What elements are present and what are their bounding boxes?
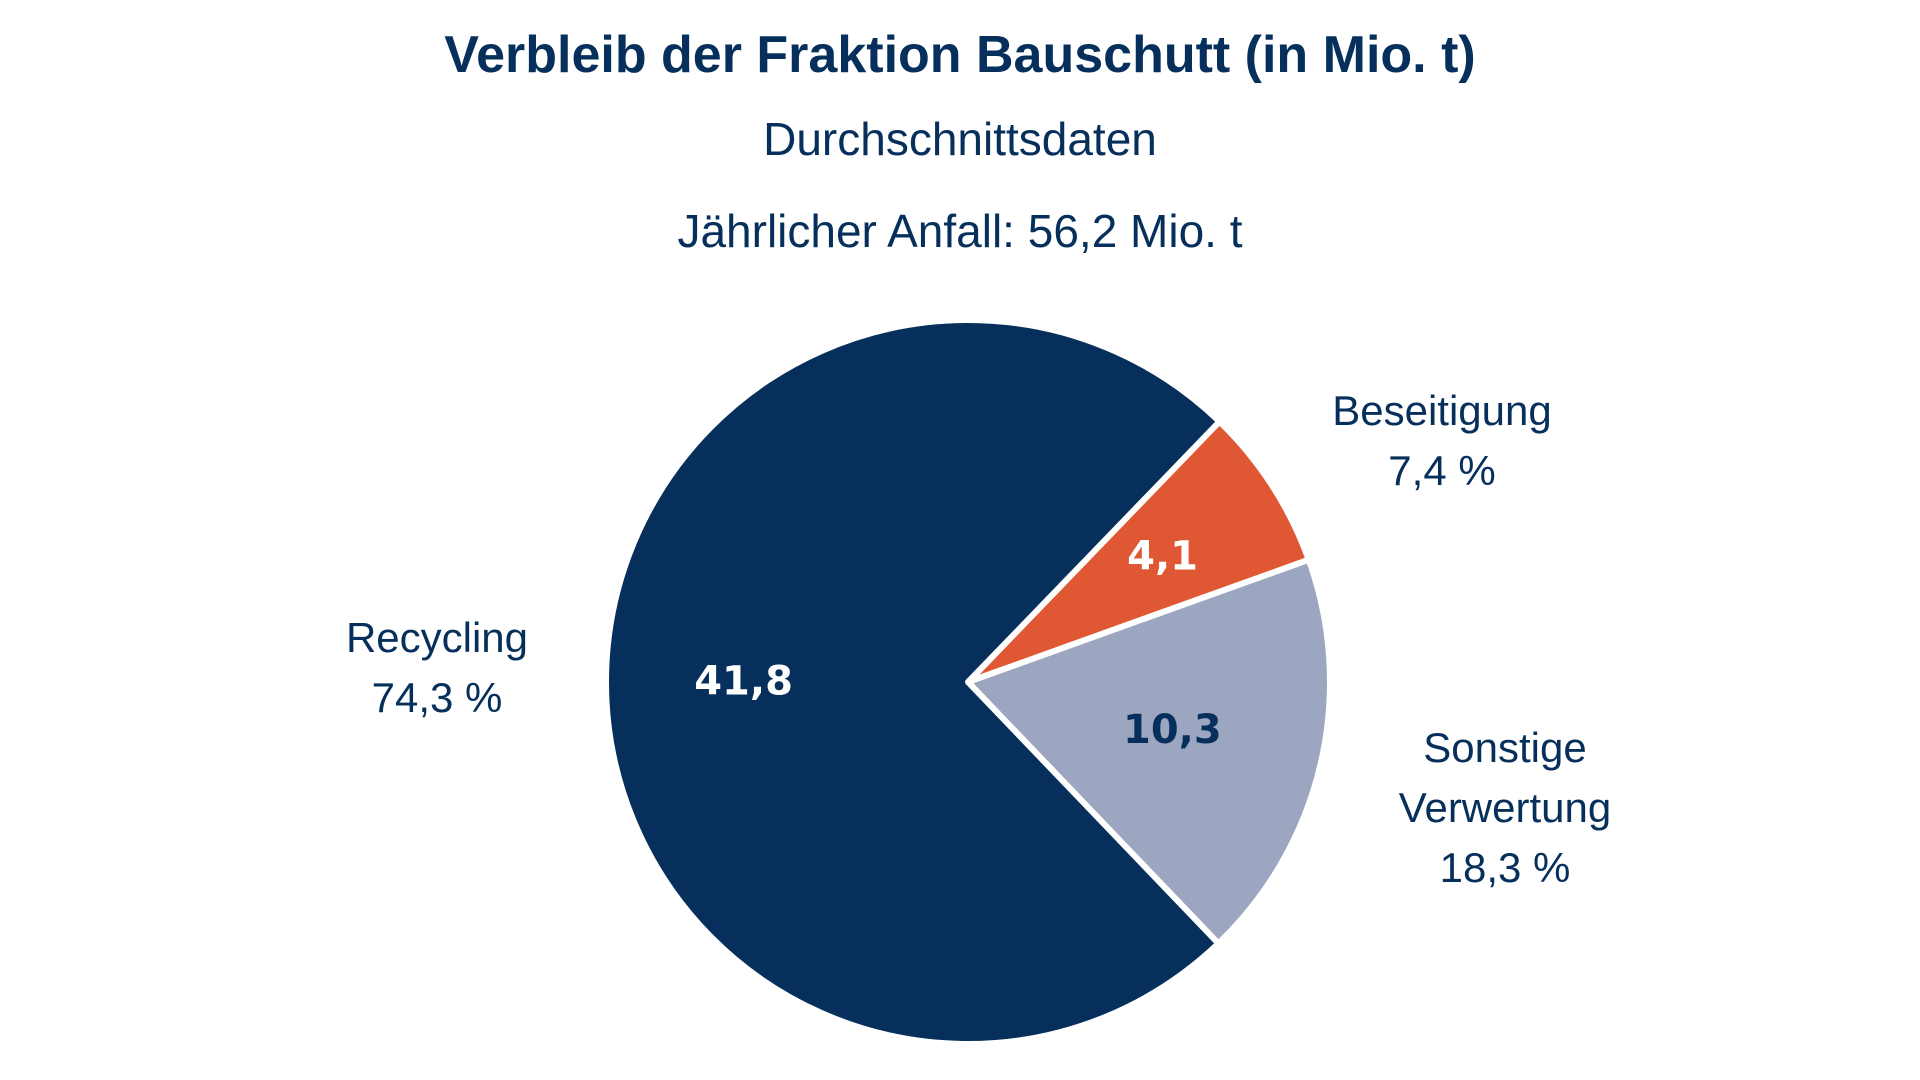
pie-slice-recycling <box>603 317 1223 1047</box>
pie-slice-sonstige-verwertung <box>965 556 1333 947</box>
slice-category-label-sonstige-verwertung-line-2: Verwertung <box>1399 784 1611 831</box>
slice-value-label-beseitigung: 4,1 <box>1127 533 1198 579</box>
pie-slice-beseitigung <box>965 418 1312 685</box>
labels-layer: 4,1 Beseitigung 7,4 % 10,3 Sonstige Verwertun… <box>346 387 1611 891</box>
annual-total-annotation: Jährlicher Anfall: 56,2 Mio. t <box>677 205 1243 257</box>
slice-category-label-sonstige-verwertung-line-1: Sonstige <box>1423 724 1586 771</box>
slice-value-label-sonstige-verwertung: 10,3 <box>1123 707 1222 753</box>
chart-title: Verbleib der Fraktion Bauschutt (in Mio.… <box>444 26 1476 84</box>
chart-subtitle: Durchschnittsdaten <box>763 113 1157 165</box>
slice-percent-label-sonstige-verwertung: 18,3 % <box>1440 844 1571 891</box>
slices-layer <box>603 317 1333 1047</box>
slice-category-label-beseitigung: Beseitigung <box>1332 387 1552 434</box>
slice-percent-label-beseitigung: 7,4 % <box>1388 447 1495 494</box>
slice-category-label-recycling: Recycling <box>346 614 528 661</box>
slice-percent-label-recycling: 74,3 % <box>372 674 503 721</box>
slice-value-label-recycling: 41,8 <box>694 659 793 705</box>
